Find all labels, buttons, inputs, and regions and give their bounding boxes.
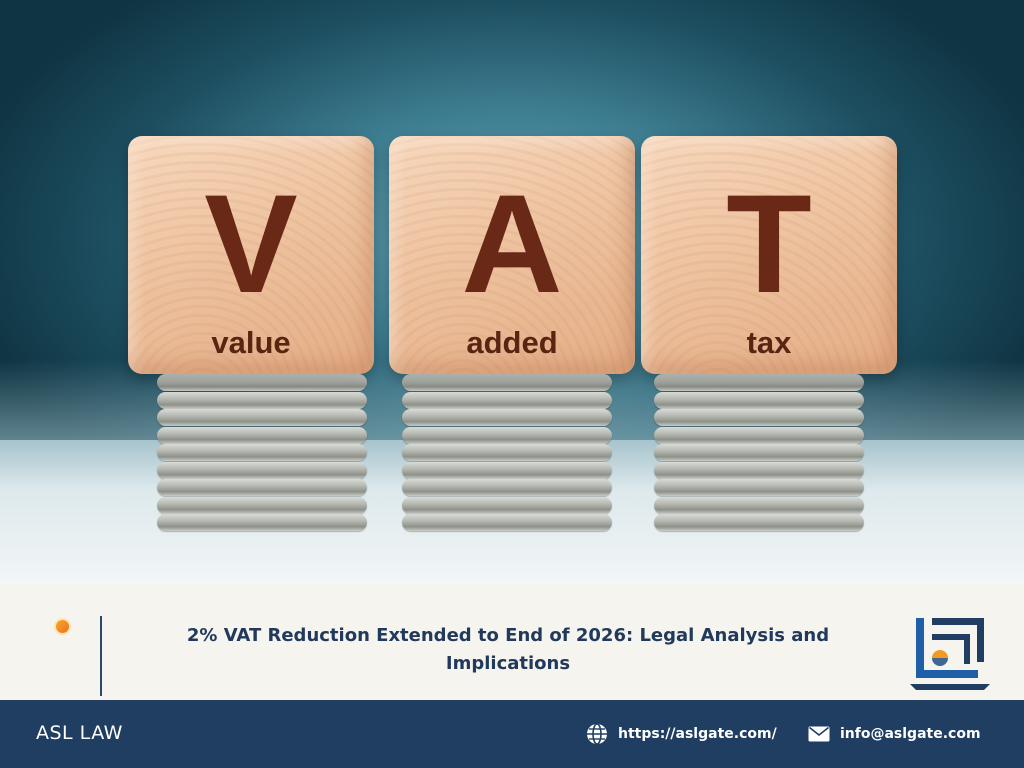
article-title-line-1: 2% VAT Reduction Extended to End of 2026… <box>186 625 830 646</box>
coin <box>654 496 864 514</box>
email-address: info@aslgate.com <box>840 726 981 742</box>
brand-name: ASL LAW <box>36 722 123 744</box>
coin <box>402 374 612 391</box>
coin <box>654 461 864 479</box>
article-title: 2% VAT Reduction Extended to End of 2026… <box>150 622 866 678</box>
coin <box>654 374 864 391</box>
coin <box>157 426 367 444</box>
coin <box>157 391 367 409</box>
block-letter: T <box>726 165 812 322</box>
coin <box>402 461 612 479</box>
coin <box>654 409 864 426</box>
block-letter: V <box>204 165 298 322</box>
coin <box>654 444 864 461</box>
website-link[interactable]: https://aslgate.com/ <box>586 721 777 747</box>
asl-logo-icon <box>910 618 990 690</box>
block-word: value <box>211 325 291 360</box>
coin-stack-middle <box>402 374 612 532</box>
coin <box>402 391 612 409</box>
coin-stack-right <box>654 374 864 532</box>
coin <box>402 514 612 531</box>
block-word: added <box>466 325 558 360</box>
orange-dot-icon <box>54 618 71 635</box>
coin <box>157 496 367 514</box>
coin <box>157 479 367 496</box>
globe-icon <box>587 723 607 745</box>
coin-stack-left <box>157 374 367 532</box>
coin <box>654 391 864 409</box>
footer-bar <box>0 700 1024 768</box>
coin <box>157 461 367 479</box>
email-link[interactable]: info@aslgate.com <box>808 721 981 747</box>
title-band <box>0 584 1024 700</box>
envelope-icon <box>808 726 830 742</box>
coin <box>157 444 367 461</box>
coin <box>402 444 612 461</box>
block-letter: A <box>461 165 563 322</box>
coin <box>402 479 612 496</box>
coin <box>654 426 864 444</box>
wood-block-a: A added <box>389 136 635 374</box>
wood-block-v: V value <box>128 136 374 374</box>
hero-image: V value A added T tax <box>0 0 1024 584</box>
coin <box>402 409 612 426</box>
coin <box>402 426 612 444</box>
coin <box>654 479 864 496</box>
block-word: tax <box>746 325 792 360</box>
coin <box>402 496 612 514</box>
coin <box>157 409 367 426</box>
coin <box>157 374 367 391</box>
article-title-line-2: Implications <box>445 653 571 674</box>
coin <box>654 514 864 531</box>
coin <box>157 514 367 531</box>
vertical-divider <box>100 616 102 696</box>
website-url: https://aslgate.com/ <box>618 726 777 742</box>
wood-block-t: T tax <box>641 136 897 374</box>
